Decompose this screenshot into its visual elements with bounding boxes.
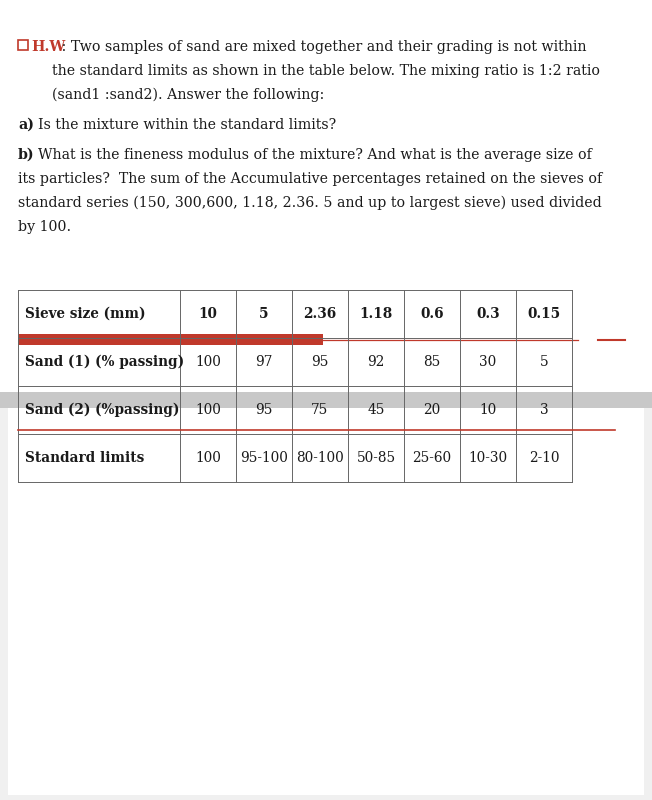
- Text: 10: 10: [199, 307, 217, 321]
- Bar: [8, 408, 644, 795]
- Text: 5: 5: [540, 355, 548, 369]
- Text: 100: 100: [195, 451, 221, 465]
- Text: Sand (2) (%passing): Sand (2) (%passing): [25, 403, 179, 417]
- Text: standard series (150, 300,600, 1.18, 2.36. 5 and up to largest sieve) used divid: standard series (150, 300,600, 1.18, 2.3…: [18, 196, 602, 210]
- Bar: [0, 392, 652, 408]
- Text: 20: 20: [423, 403, 441, 417]
- Text: 3: 3: [540, 403, 548, 417]
- Text: by 100.: by 100.: [18, 220, 71, 234]
- Text: 5: 5: [259, 307, 269, 321]
- Bar: [18, 334, 323, 345]
- Text: 45: 45: [367, 403, 385, 417]
- Text: Sand (1) (% passing): Sand (1) (% passing): [25, 355, 184, 369]
- Text: 95: 95: [311, 355, 329, 369]
- Text: What is the fineness modulus of the mixture? And what is the average size of: What is the fineness modulus of the mixt…: [38, 148, 592, 162]
- Text: 2-10: 2-10: [529, 451, 559, 465]
- Text: 10: 10: [479, 403, 497, 417]
- Text: : Two samples of sand are mixed together and their grading is not within: : Two samples of sand are mixed together…: [57, 40, 587, 54]
- Text: 50-85: 50-85: [357, 451, 396, 465]
- Text: 85: 85: [423, 355, 441, 369]
- Text: 80-100: 80-100: [296, 451, 344, 465]
- Text: 2.36: 2.36: [303, 307, 336, 321]
- Text: 30: 30: [479, 355, 497, 369]
- Text: 0.6: 0.6: [420, 307, 444, 321]
- Text: H.W: H.W: [31, 40, 65, 54]
- Text: b): b): [18, 148, 35, 162]
- Bar: [0, 408, 652, 800]
- Text: 75: 75: [312, 403, 329, 417]
- Text: Sieve size (mm): Sieve size (mm): [25, 307, 145, 321]
- Text: Is the mixture within the standard limits?: Is the mixture within the standard limit…: [38, 118, 336, 132]
- Text: (sand1 :sand2). Answer the following:: (sand1 :sand2). Answer the following:: [52, 88, 325, 102]
- Text: a): a): [18, 118, 34, 132]
- Text: 95-100: 95-100: [240, 451, 288, 465]
- Text: 100: 100: [195, 355, 221, 369]
- Text: 95: 95: [256, 403, 273, 417]
- Text: the standard limits as shown in the table below. The mixing ratio is 1:2 ratio: the standard limits as shown in the tabl…: [52, 64, 600, 78]
- Text: 92: 92: [367, 355, 385, 369]
- Text: 97: 97: [256, 355, 273, 369]
- Text: 0.15: 0.15: [527, 307, 561, 321]
- Text: 10-30: 10-30: [468, 451, 507, 465]
- Text: 1.18: 1.18: [359, 307, 393, 321]
- Text: 25-60: 25-60: [413, 451, 452, 465]
- Text: its particles?  The sum of the Accumulative percentages retained on the sieves o: its particles? The sum of the Accumulati…: [18, 172, 602, 186]
- Bar: [18, 40, 28, 50]
- Text: Standard limits: Standard limits: [25, 451, 144, 465]
- Text: 100: 100: [195, 403, 221, 417]
- Text: 0.3: 0.3: [476, 307, 500, 321]
